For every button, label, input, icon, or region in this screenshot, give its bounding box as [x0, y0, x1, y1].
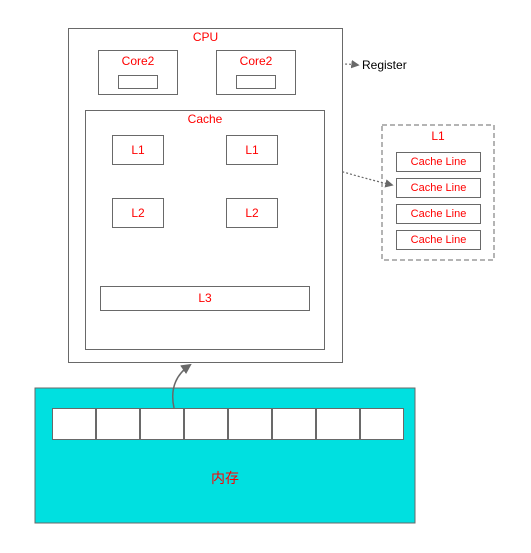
cpu-title: CPU — [68, 30, 343, 44]
l1-label-1: L1 — [226, 143, 278, 157]
core-title-1: Core2 — [216, 54, 296, 68]
l1-label-0: L1 — [112, 143, 164, 157]
l2-label-1: L2 — [226, 206, 278, 220]
memory-cell-1 — [96, 408, 140, 440]
memory-cell-6 — [316, 408, 360, 440]
cache-line-0: Cache Line — [396, 152, 481, 172]
core-inner-1 — [236, 75, 276, 89]
memory-cell-5 — [272, 408, 316, 440]
cache-title: Cache — [85, 112, 325, 126]
l2-label-0: L2 — [112, 206, 164, 220]
memory-title: 内存 — [35, 468, 415, 484]
cache-line-1: Cache Line — [396, 178, 481, 198]
cache-line-2: Cache Line — [396, 204, 481, 224]
l1-detail-title: L1 — [382, 129, 494, 143]
cache-line-3: Cache Line — [396, 230, 481, 250]
register-label: Register — [362, 58, 407, 72]
l3-label: L3 — [100, 291, 310, 305]
memory-cell-4 — [228, 408, 272, 440]
core-title-0: Core2 — [98, 54, 178, 68]
memory-cell-0 — [52, 408, 96, 440]
core-inner-0 — [118, 75, 158, 89]
memory-cell-3 — [184, 408, 228, 440]
memory-cell-7 — [360, 408, 404, 440]
memory-cell-2 — [140, 408, 184, 440]
